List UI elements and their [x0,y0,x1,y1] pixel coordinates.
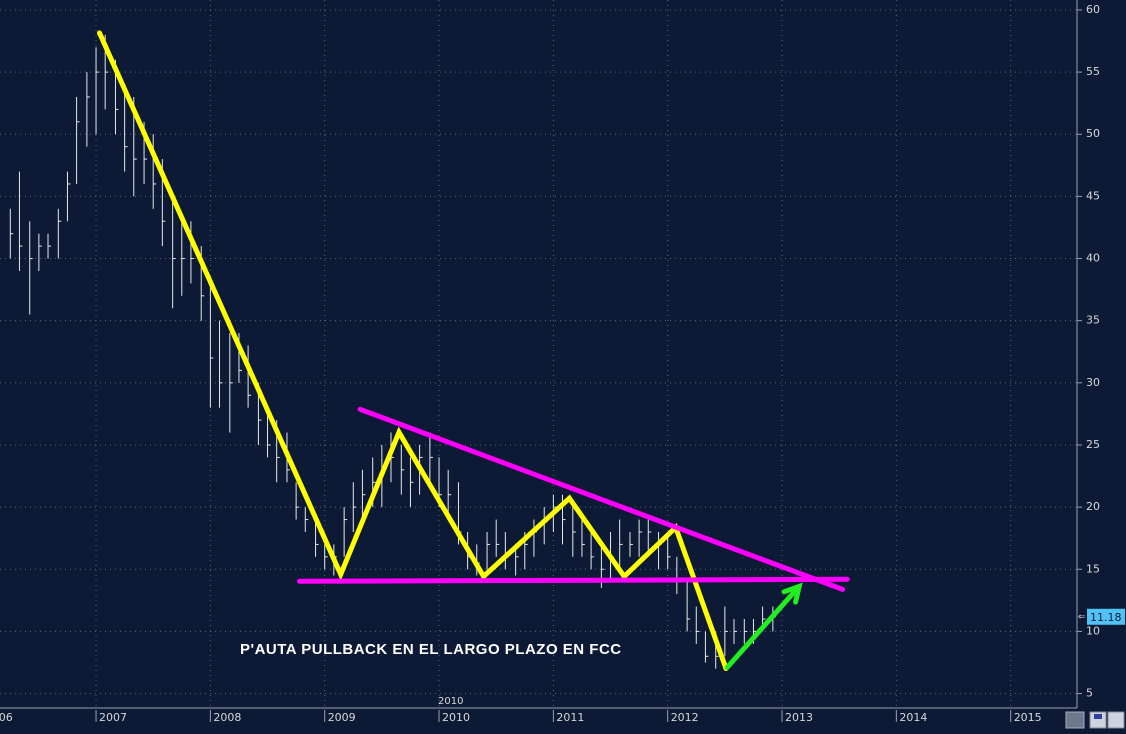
trend-line [724,583,802,670]
y-tick-label: 55 [1086,65,1100,78]
y-tick-label: 40 [1086,252,1100,265]
x-tick-label: 2007 [99,711,127,724]
x-tick-label: 2010 [442,711,470,724]
x-tick-label: 2006 [0,711,13,724]
axes: 5 10 15 20 25 30 35 40 45 50 55 60 2006 2007 2008 2009 2… [0,3,1125,724]
button[interactable] [1107,711,1125,729]
annotation: P'AUTA PULLBACK EN EL LARGO PLAZO EN FCC [240,641,622,658]
last-price-box [1087,608,1125,625]
trend-line [297,576,850,584]
overlays [97,30,850,671]
last-price-label: 11.18 [1090,611,1122,624]
y-tick-label: 10 [1086,624,1100,637]
x-tick-label: 2014 [899,711,927,724]
toolbar [1065,711,1125,729]
y-tick-label: 25 [1086,438,1100,451]
y-tick-label: 15 [1086,562,1100,575]
y-tick-label: 45 [1086,189,1100,202]
x-tick-label: 2012 [671,711,699,724]
x-tick-label: 2008 [213,711,241,724]
last-price-arrow: ⇐ [1078,612,1086,622]
x-tick-label: 2009 [328,711,356,724]
cursor-label: 2010 [438,696,463,707]
x-tick-label: 2011 [556,711,584,724]
icon [1094,714,1102,719]
x-tick-label: 2015 [1014,711,1042,724]
trend-line [97,30,729,671]
button[interactable] [1065,711,1085,729]
y-tick-label: 50 [1086,127,1100,140]
y-tick-label: 60 [1086,3,1100,16]
trend-line [357,406,846,592]
arrow-head [781,582,803,605]
y-tick-label: 30 [1086,376,1100,389]
y-tick-label: 5 [1086,687,1093,700]
y-tick-label: 20 [1086,500,1100,513]
y-tick-label: 35 [1086,314,1100,327]
x-tick-label: 2013 [785,711,813,724]
